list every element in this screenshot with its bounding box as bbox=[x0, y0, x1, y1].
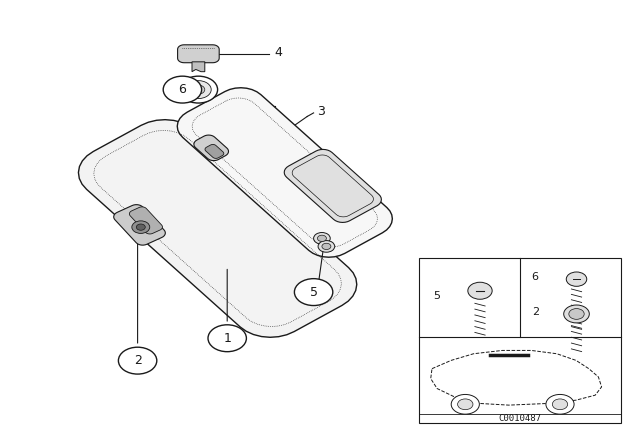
Text: C0010487: C0010487 bbox=[499, 414, 541, 423]
Text: 2: 2 bbox=[532, 307, 539, 317]
Polygon shape bbox=[177, 45, 219, 63]
Circle shape bbox=[179, 76, 218, 103]
Polygon shape bbox=[129, 207, 163, 234]
Polygon shape bbox=[79, 120, 356, 337]
Circle shape bbox=[192, 85, 205, 94]
Circle shape bbox=[451, 394, 479, 414]
Circle shape bbox=[546, 394, 574, 414]
Circle shape bbox=[314, 233, 330, 244]
Circle shape bbox=[569, 309, 584, 319]
Circle shape bbox=[132, 221, 150, 233]
Circle shape bbox=[163, 76, 202, 103]
Text: 1: 1 bbox=[223, 332, 231, 345]
Bar bbox=[419, 258, 621, 423]
Circle shape bbox=[322, 243, 331, 250]
Circle shape bbox=[186, 81, 211, 99]
Circle shape bbox=[468, 282, 492, 299]
Circle shape bbox=[458, 399, 473, 409]
Text: 4: 4 bbox=[274, 46, 282, 60]
Circle shape bbox=[294, 279, 333, 306]
Circle shape bbox=[136, 224, 145, 230]
Polygon shape bbox=[192, 62, 205, 72]
Text: 6: 6 bbox=[179, 83, 186, 96]
Polygon shape bbox=[205, 144, 224, 159]
Circle shape bbox=[317, 235, 326, 241]
Circle shape bbox=[566, 272, 587, 286]
Circle shape bbox=[552, 399, 568, 409]
Text: 5: 5 bbox=[433, 291, 440, 301]
Circle shape bbox=[564, 305, 589, 323]
Circle shape bbox=[118, 347, 157, 374]
Text: 5: 5 bbox=[310, 285, 317, 299]
Circle shape bbox=[318, 241, 335, 252]
Polygon shape bbox=[284, 149, 381, 223]
Text: 6: 6 bbox=[532, 272, 539, 283]
Polygon shape bbox=[177, 88, 392, 257]
Circle shape bbox=[208, 325, 246, 352]
Text: 2: 2 bbox=[134, 354, 141, 367]
Polygon shape bbox=[194, 135, 228, 161]
Polygon shape bbox=[114, 205, 165, 245]
Text: 3: 3 bbox=[317, 104, 324, 118]
